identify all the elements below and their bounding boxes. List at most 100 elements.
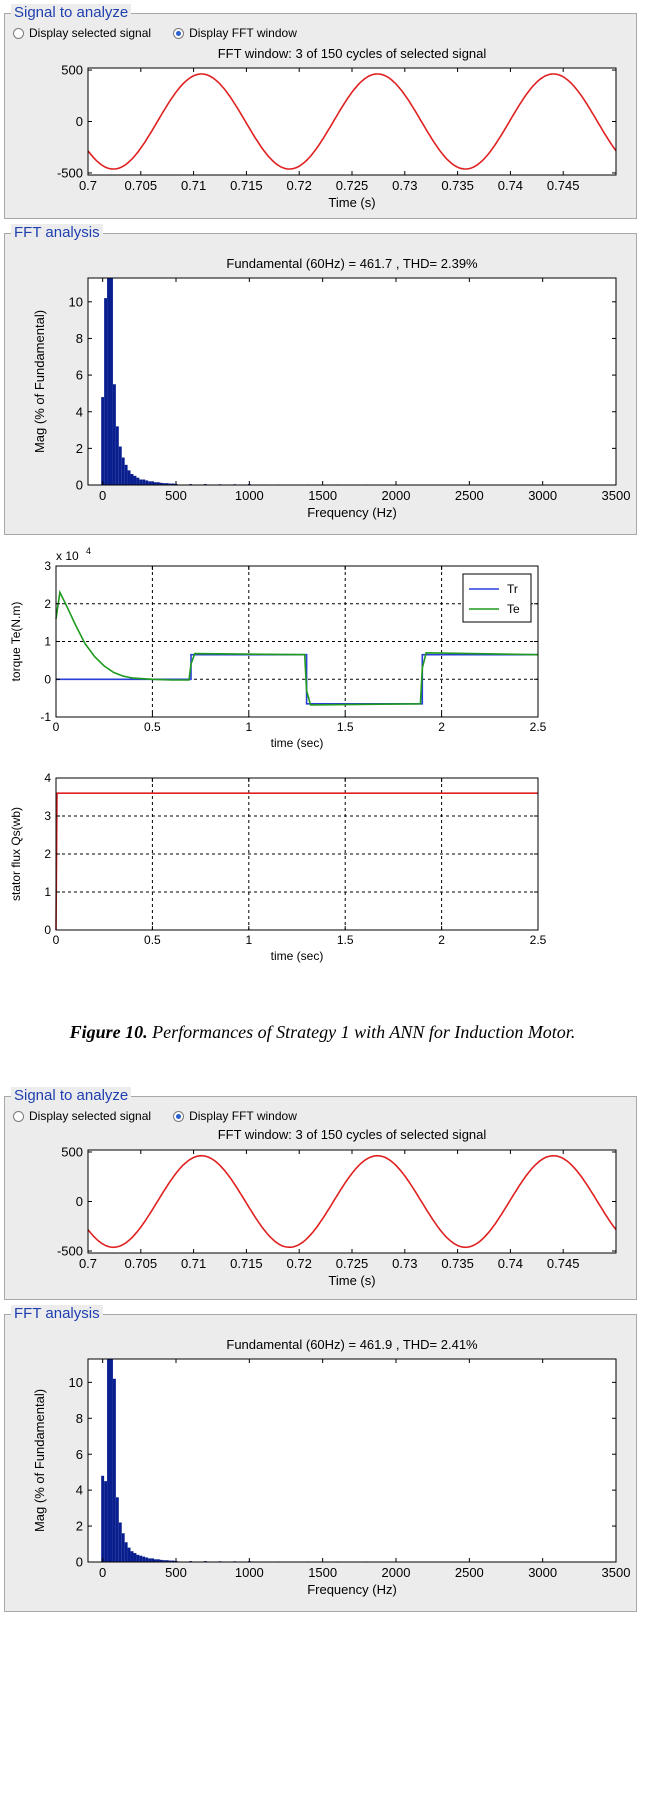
x-tick-label: 3500 xyxy=(602,488,631,503)
chart-flux: 0 0.5 1 1.5 2 2.5 0 1 2 3 4 time (sec) stator flux Q… xyxy=(9,771,547,963)
chart-title: FFT window: 3 of 150 cycles of selected … xyxy=(218,46,487,61)
bar xyxy=(159,482,163,485)
figure-caption-text: Performances of Strategy 1 with ANN for … xyxy=(147,1022,576,1042)
y-tick-label: 4 xyxy=(76,404,83,419)
chart-sig2: 0.7 0.705 0.71 0.715 0.72 0.725 0.73 0.735 0.74 0… xyxy=(57,1127,617,1288)
bar xyxy=(168,483,172,485)
radio-selected-signal-label[interactable]: Display selected signal xyxy=(29,26,152,40)
bar xyxy=(112,384,116,485)
figure-caption: Figure 10. Performances of Strategy 1 wi… xyxy=(0,1022,645,1043)
series-line xyxy=(87,1154,617,1249)
x-tick-label: 0 xyxy=(99,488,106,503)
x-tick-label: 0.71 xyxy=(181,178,206,193)
chart-title: Fundamental (60Hz) = 461.9 , THD= 2.41% xyxy=(226,1337,478,1352)
x-tick-label: 0.7 xyxy=(79,1256,97,1271)
x-axis-label: time (sec) xyxy=(271,949,324,963)
chart-title: FFT window: 3 of 150 cycles of selected … xyxy=(218,1127,487,1142)
bar xyxy=(130,474,134,485)
radio-selected-signal-label[interactable]: Display selected signal xyxy=(29,1109,152,1123)
bar xyxy=(118,446,122,485)
bar xyxy=(127,1547,131,1562)
y-tick-label: 2 xyxy=(76,441,83,456)
y-tick-label: 8 xyxy=(76,331,83,346)
bar xyxy=(168,1560,172,1562)
bar xyxy=(124,1542,128,1562)
y-tick-label: 6 xyxy=(76,1447,83,1462)
y-tick-label: 0 xyxy=(76,1555,83,1570)
x-axis-label: Frequency (Hz) xyxy=(307,1582,397,1597)
y-tick-label: 0 xyxy=(76,478,83,493)
x-tick-label: 1.5 xyxy=(337,720,354,734)
x-tick-label: 0.73 xyxy=(392,178,417,193)
fft-panel-title: FFT analysis xyxy=(11,224,103,242)
chart-fft1: 0 500 1000 1500 2000 2500 3000 3500 0 2 4 6 8 10 Funda… xyxy=(32,256,630,520)
y-tick-label: 10 xyxy=(69,294,83,309)
bar xyxy=(156,482,160,485)
y-tick-label: 3 xyxy=(44,809,51,823)
x-tick-label: 2.5 xyxy=(530,933,547,947)
x-tick-label: 3000 xyxy=(528,488,557,503)
x-axis-label: Frequency (Hz) xyxy=(307,505,397,520)
x-tick-label: 1500 xyxy=(308,488,337,503)
bar xyxy=(139,479,143,485)
axis-multiplier: x 10 xyxy=(56,549,79,563)
radio-fft-window[interactable] xyxy=(173,1110,185,1122)
y-tick-label: 0 xyxy=(44,923,51,937)
x-tick-label: 0.705 xyxy=(125,178,158,193)
y-tick-label: 500 xyxy=(61,63,83,78)
bar xyxy=(101,397,105,485)
x-tick-label: 0.745 xyxy=(547,1256,580,1271)
x-tick-label: 0.5 xyxy=(144,720,161,734)
x-tick-label: 3000 xyxy=(528,1565,557,1580)
x-tick-label: 2000 xyxy=(382,1565,411,1580)
x-tick-label: 0.725 xyxy=(336,1256,369,1271)
y-tick-label: 2 xyxy=(76,1519,83,1534)
bar xyxy=(159,1559,163,1562)
bar xyxy=(136,477,140,485)
series-line xyxy=(55,589,539,706)
y-tick-label: 4 xyxy=(76,1483,83,1498)
plot-area xyxy=(88,68,616,175)
y-tick-label: 2 xyxy=(44,597,51,611)
x-tick-label: 0.72 xyxy=(287,1256,312,1271)
x-tick-label: 0.715 xyxy=(230,178,263,193)
x-tick-label: 2500 xyxy=(455,1565,484,1580)
display-options: Display selected signal Display FFT wind… xyxy=(13,1109,319,1123)
radio-selected-signal[interactable] xyxy=(13,1110,24,1122)
y-tick-label: 500 xyxy=(61,1145,83,1160)
x-tick-label: 2000 xyxy=(382,488,411,503)
plot-frame xyxy=(87,277,617,486)
y-axis-label: stator flux Qs(wb) xyxy=(9,807,23,901)
bar xyxy=(145,480,149,485)
plot-area xyxy=(88,278,616,485)
radio-fft-window-label[interactable]: Display FFT window xyxy=(189,1109,297,1123)
y-tick-label: 0 xyxy=(76,114,83,129)
bar xyxy=(136,1554,140,1562)
y-tick-label: 8 xyxy=(76,1411,83,1426)
x-axis-label: Time (s) xyxy=(328,1273,375,1288)
x-tick-label: 0.705 xyxy=(125,1256,158,1271)
legend-label: Tr xyxy=(507,582,518,596)
bar xyxy=(162,1560,166,1562)
x-tick-label: 1000 xyxy=(235,1565,264,1580)
display-options: Display selected signal Display FFT wind… xyxy=(13,26,319,40)
bar xyxy=(101,1475,105,1562)
radio-selected-signal[interactable] xyxy=(13,27,24,39)
radio-fft-window-label[interactable]: Display FFT window xyxy=(189,26,297,40)
series-line xyxy=(87,73,617,170)
bar xyxy=(165,483,169,485)
bar xyxy=(165,1560,169,1562)
x-tick-label: 0.715 xyxy=(230,1256,263,1271)
x-tick-label: 1 xyxy=(245,933,252,947)
y-tick-label: 0 xyxy=(44,672,51,686)
x-tick-label: 0.71 xyxy=(181,1256,206,1271)
fft-panel-title: FFT analysis xyxy=(11,1305,103,1323)
x-tick-label: 0.74 xyxy=(498,1256,523,1271)
radio-fft-window[interactable] xyxy=(173,27,185,39)
bar xyxy=(130,1551,134,1562)
x-tick-label: 0 xyxy=(99,1565,106,1580)
chart-sig1: 0.7 0.705 0.71 0.715 0.72 0.725 0.73 0.735 0.74 0… xyxy=(57,46,617,210)
bar xyxy=(151,1558,154,1562)
y-tick-label: 2 xyxy=(44,847,51,861)
